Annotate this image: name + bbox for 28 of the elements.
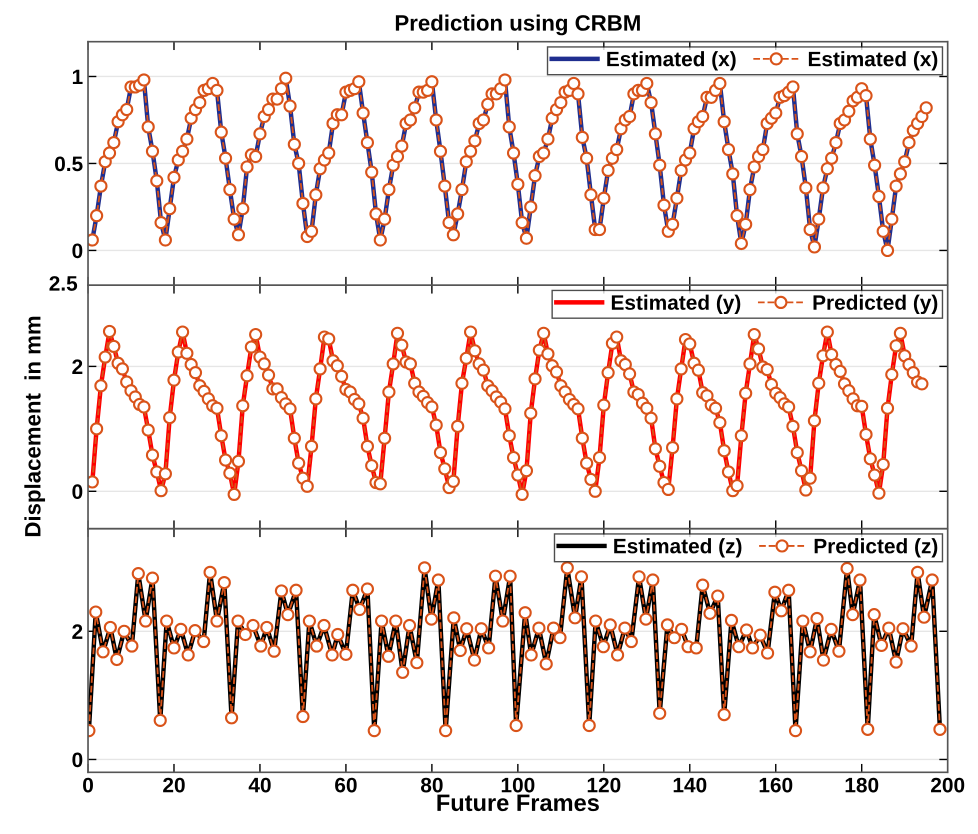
x-tick-label: 0	[83, 778, 93, 792]
x-tick-label: 100	[502, 778, 534, 792]
x-tick-label: 40	[248, 778, 271, 792]
x-tick-label: 180	[846, 778, 878, 792]
y-tick-label: 0	[72, 243, 82, 258]
legend-label: Estimated (y)	[612, 294, 740, 314]
x-tick-label: 140	[674, 778, 706, 792]
x-axis-title: Future Frames	[437, 794, 599, 812]
y-tick-label: 1	[72, 70, 83, 84]
y-tick-label: 2	[72, 624, 82, 639]
x-tick-label: 160	[760, 778, 792, 792]
legend-label: Estimated (z)	[614, 538, 742, 558]
chart-title: Prediction using CRBM	[396, 14, 640, 36]
legend-label: Predicted (y)	[814, 294, 938, 314]
y-axis-title: Displacement in mm	[24, 316, 46, 536]
y-tick-label: 0.5	[55, 156, 83, 172]
legend-label: Estimated (x)	[607, 51, 736, 70]
y-tick-label: 0	[72, 752, 82, 768]
text: 2.5	[49, 276, 78, 291]
y-tick-label: 2	[72, 359, 82, 374]
y-tick-label: 0	[72, 484, 82, 500]
legend-label: Predicted (z)	[814, 538, 938, 558]
x-tick-label: 120	[588, 778, 620, 792]
legend-label: Estimated (x)	[808, 51, 938, 70]
x-tick-label: 80	[420, 778, 443, 792]
x-tick-label: 20	[163, 778, 185, 792]
x-tick-label: 200	[931, 778, 964, 792]
x-tick-label: 60	[335, 778, 357, 792]
